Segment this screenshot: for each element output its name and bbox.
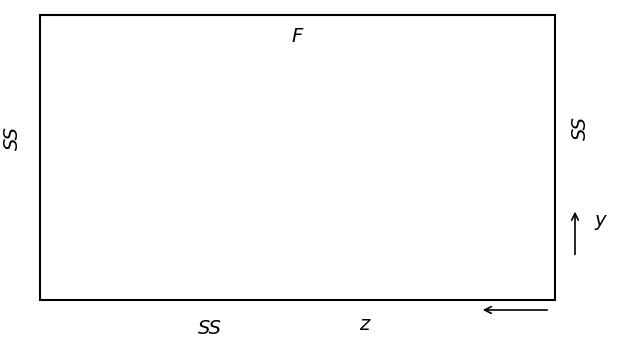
Text: SS: SS — [198, 318, 222, 337]
Text: z: z — [359, 316, 370, 335]
Bar — [40, 15, 555, 300]
Text: y: y — [594, 211, 606, 230]
Text: F: F — [292, 27, 303, 46]
Text: SS: SS — [2, 126, 22, 150]
Text: SS: SS — [571, 116, 589, 140]
